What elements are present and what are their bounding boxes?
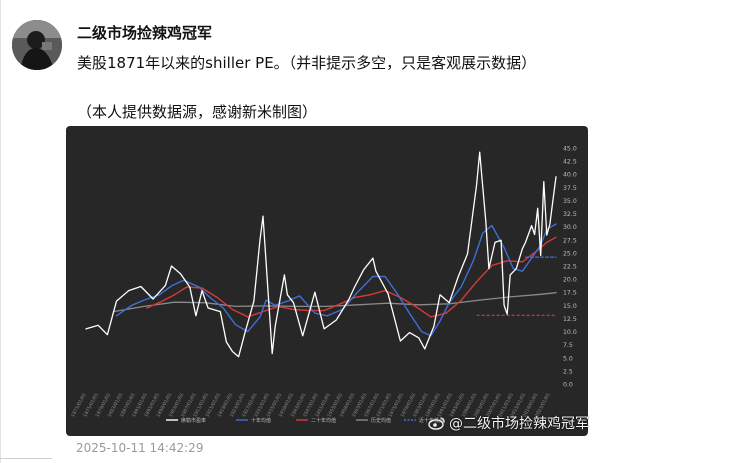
post-text-line2: （本人提供数据源，感谢新米制图） xyxy=(77,103,318,121)
watermark-text: @二级市场捡辣鸡冠军 xyxy=(449,416,589,432)
author-avatar[interactable] xyxy=(12,20,62,70)
y-tick-label: 7.5 xyxy=(563,342,573,349)
post-image-chart[interactable]: 0.0 2.5 5.0 7.5 10.0 12.5 15.0 17.5 20.0 22.5 25.0… xyxy=(66,126,588,436)
y-tick-label: 27.5 xyxy=(563,237,577,244)
y-tick-label: 37.5 xyxy=(563,185,577,192)
shiller-pe-chart: 0.0 2.5 5.0 7.5 10.0 12.5 15.0 17.5 20.0 22.5 25.0… xyxy=(70,146,577,425)
y-tick-label: 45.0 xyxy=(563,146,577,153)
weibo-watermark: @二级市场捡辣鸡冠军 xyxy=(428,413,589,433)
y-tick-label: 35.0 xyxy=(563,198,577,205)
legend-label: 席勒市盈率 xyxy=(181,417,206,424)
post-timestamp[interactable]: 2025-10-11 14:42:29 xyxy=(76,441,204,455)
weibo-logo-icon xyxy=(428,417,445,430)
y-tick-label: 25.0 xyxy=(563,250,577,257)
series-line-0 xyxy=(112,292,557,313)
y-tick-label: 5.0 xyxy=(563,355,573,362)
avatar-image xyxy=(12,20,62,70)
legend-label: 十年均值 xyxy=(251,417,271,424)
y-tick-label: 30.0 xyxy=(563,224,577,231)
series-line-1 xyxy=(146,236,557,318)
y-tick-label: 10.0 xyxy=(563,329,577,336)
y-axis-ticks: 0.0 2.5 5.0 7.5 10.0 12.5 15.0 17.5 20.0 22.5 25.0… xyxy=(563,146,577,389)
series-lines xyxy=(85,151,557,358)
y-tick-label: 20.0 xyxy=(563,277,577,284)
y-tick-label: 15.0 xyxy=(563,303,577,310)
y-tick-label: 42.5 xyxy=(563,159,577,166)
legend-label: 历史均值 xyxy=(371,417,391,424)
y-tick-label: 22.5 xyxy=(563,264,577,271)
y-tick-label: 17.5 xyxy=(563,290,577,297)
y-tick-label: 40.0 xyxy=(563,172,577,179)
legend-label: 二十年均值 xyxy=(311,417,336,424)
author-name[interactable]: 二级市场捡辣鸡冠军 xyxy=(77,24,213,42)
y-tick-label: 0.0 xyxy=(563,382,573,389)
series-line-4 xyxy=(85,151,557,358)
y-tick-label: 32.5 xyxy=(563,211,577,218)
bottom-divider xyxy=(0,458,52,459)
y-tick-label: 2.5 xyxy=(563,368,573,375)
y-tick-label: 12.5 xyxy=(563,316,577,323)
left-divider xyxy=(0,0,1,463)
post-text-line1: 美股1871年以来的shiller PE。（并非提示多空，只是客观展示数据） xyxy=(77,54,537,72)
